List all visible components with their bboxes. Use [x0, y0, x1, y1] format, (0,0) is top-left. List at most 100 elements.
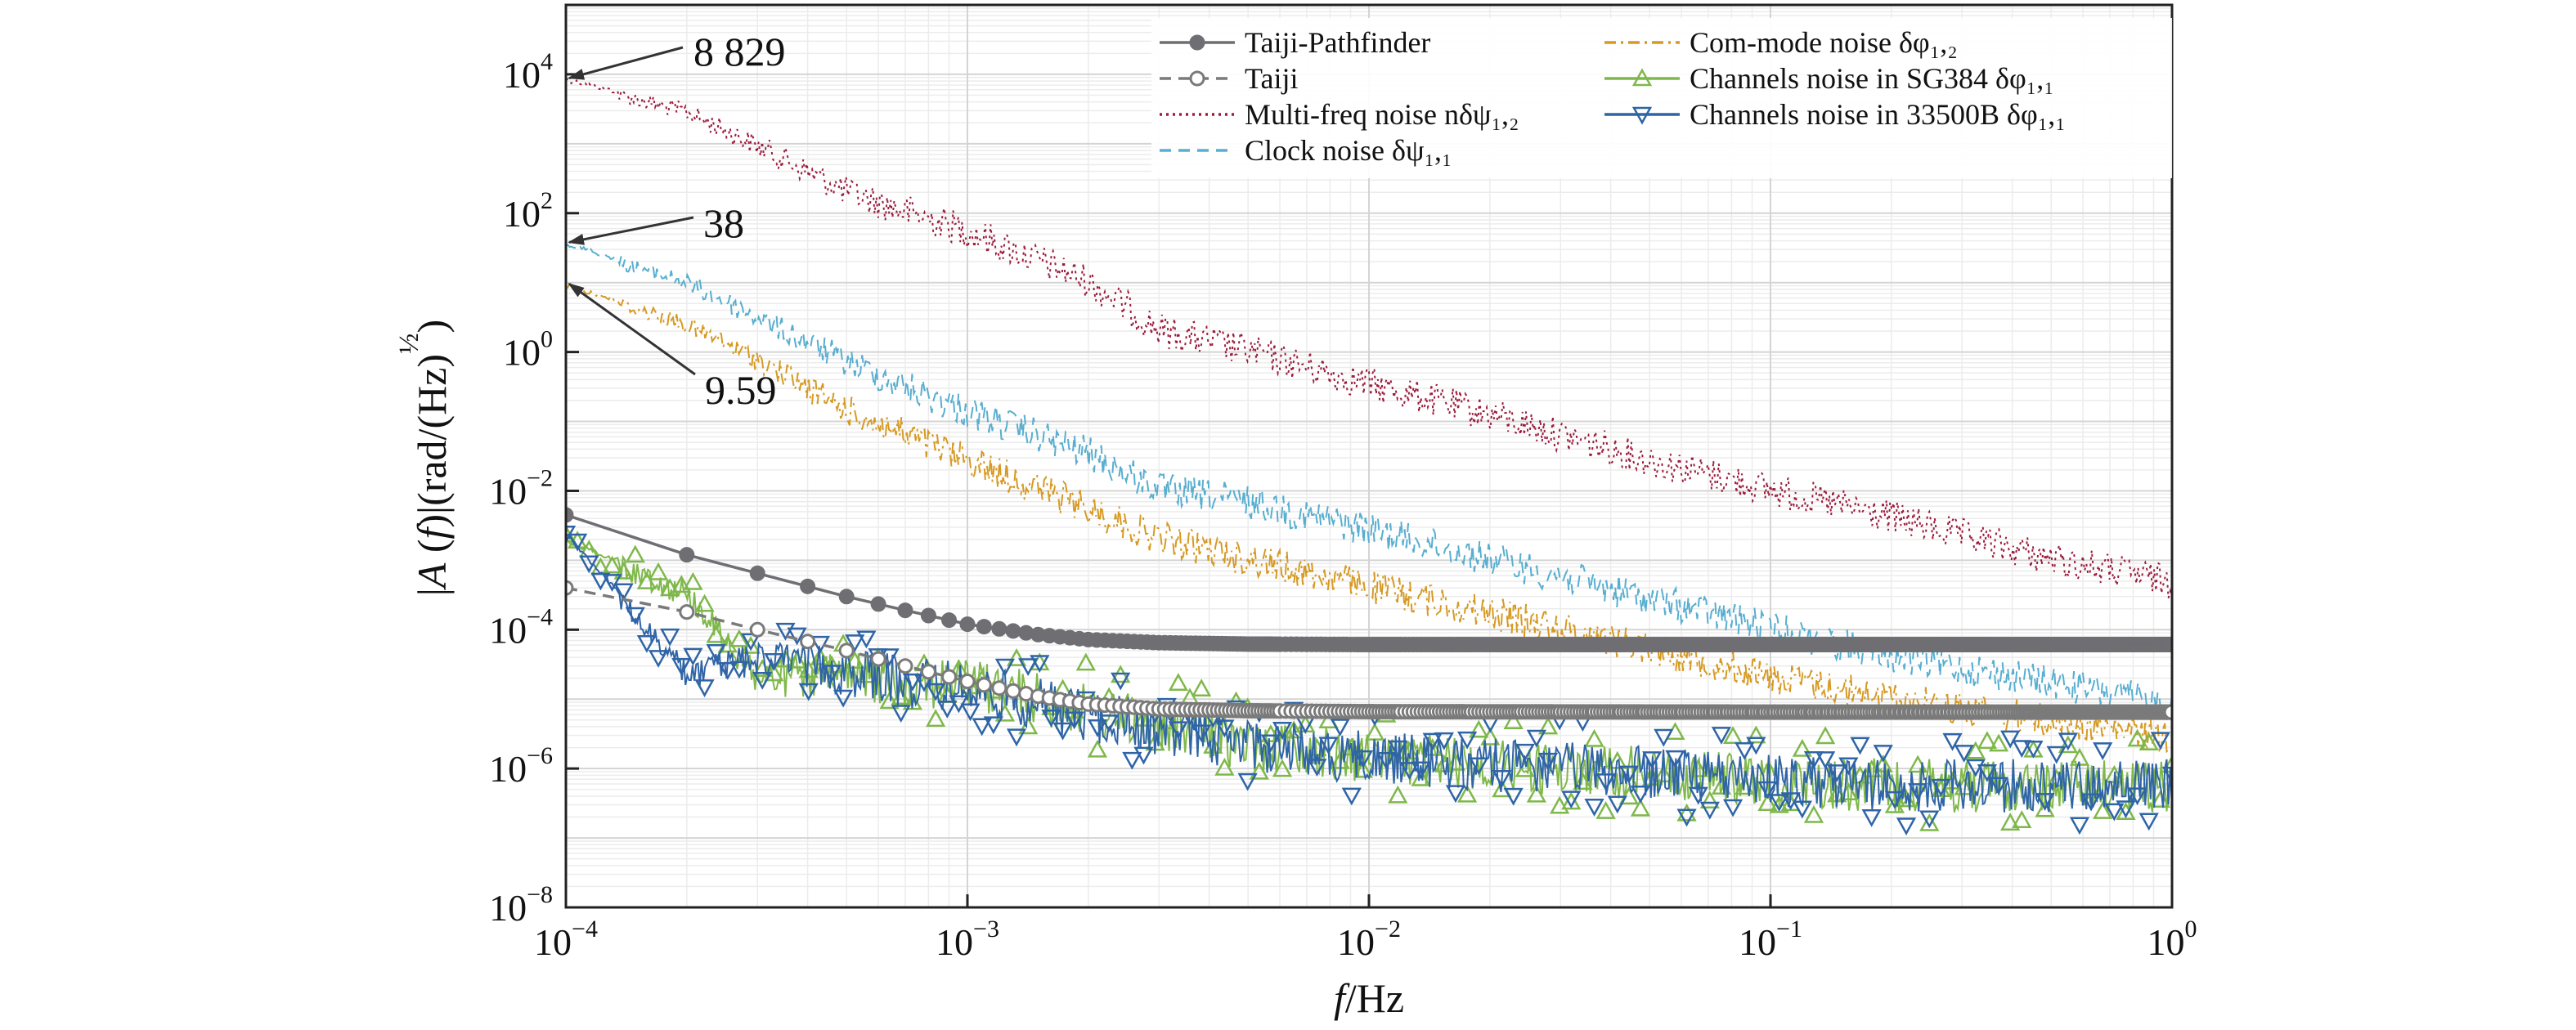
legend-entry: Clock noise δψ₁,₁	[1160, 134, 1452, 167]
data-point-marker	[1214, 719, 1235, 738]
data-point-marker	[902, 673, 923, 692]
data-point-marker	[1631, 68, 1653, 87]
y-axis-title: |A (f)|(rad/(Hz)½)	[394, 320, 455, 596]
data-point-marker	[2012, 740, 2032, 759]
data-point-marker	[972, 718, 992, 737]
annotation-label: 38	[703, 200, 744, 246]
data-point-marker	[1722, 726, 1744, 745]
y-tick-label: 100	[503, 326, 553, 374]
data-point-marker	[1977, 764, 1998, 782]
data-point-marker	[994, 658, 1016, 677]
data-point-marker	[1803, 751, 1824, 769]
data-point-marker	[1965, 741, 1986, 759]
data-point-marker	[1272, 721, 1293, 740]
data-point-marker	[1018, 658, 1039, 677]
data-point-marker	[991, 620, 1008, 637]
data-point-marker	[1735, 741, 1755, 760]
data-point-marker	[1422, 732, 1443, 751]
data-point-marker	[2000, 730, 2021, 749]
data-point-marker	[1526, 729, 1547, 748]
data-point-marker	[1018, 716, 1039, 735]
y-tick-base: 10	[503, 193, 541, 235]
data-point-marker	[566, 507, 574, 523]
data-point-marker	[1630, 786, 1651, 804]
legend-label: Channels noise in SG384 δφ₁,₁	[1690, 62, 2054, 95]
data-point-marker	[2023, 740, 2044, 759]
data-point-marker	[2093, 742, 2113, 760]
data-point-marker	[613, 583, 634, 602]
data-point-marker	[1988, 777, 2009, 795]
x-tick-base: 10	[1739, 921, 1776, 963]
y-tick-base: 10	[489, 887, 527, 929]
data-point-marker	[1537, 716, 1559, 735]
data-point-marker	[1191, 678, 1212, 697]
y-tick-base: 10	[489, 470, 527, 512]
x-tick-label: 10−4	[534, 916, 598, 963]
data-point-marker	[1341, 787, 1362, 806]
data-point-marker	[1607, 750, 1627, 769]
data-point-marker	[941, 669, 958, 685]
data-point-marker	[1861, 808, 1882, 827]
data-point-marker	[1168, 673, 1188, 692]
series-clock-noise	[566, 243, 2172, 720]
data-point-marker	[1469, 719, 1489, 738]
data-point-marker	[636, 634, 657, 653]
data-point-marker	[1249, 761, 1269, 780]
data-point-marker	[749, 621, 765, 638]
series-taiji-pathfinder	[566, 507, 2172, 653]
data-point-marker	[1873, 745, 1893, 763]
data-point-marker	[1803, 804, 1824, 823]
data-point-marker	[1133, 746, 1154, 765]
data-point-marker	[2127, 787, 2147, 806]
data-point-marker	[845, 651, 865, 670]
data-point-marker	[1087, 739, 1108, 758]
data-point-marker	[2150, 790, 2170, 808]
data-point-marker	[1492, 770, 1512, 788]
data-point-marker	[1630, 798, 1651, 817]
y-tick-label: 104	[503, 48, 553, 96]
data-point-marker	[1931, 778, 1951, 797]
y-tick-base: 10	[489, 748, 527, 790]
data-point-marker	[838, 589, 855, 605]
data-point-marker	[683, 571, 703, 590]
data-point-marker	[1919, 813, 1940, 831]
data-point-marker	[625, 607, 645, 625]
x-tick-base: 10	[2147, 921, 2185, 963]
series-line	[566, 283, 2172, 755]
data-point-marker	[1399, 762, 1420, 780]
series-layer	[566, 78, 2172, 836]
data-point-marker	[660, 628, 680, 647]
series-channels-noise-in-33500b	[566, 526, 2172, 836]
data-point-marker	[579, 555, 599, 574]
data-point-marker	[2000, 813, 2021, 831]
y-tick-label: 102	[503, 187, 553, 235]
legend-label: Clock noise δψ₁,₁	[1245, 134, 1452, 167]
x-tick-label: 10−1	[1739, 916, 1802, 963]
x-tick-exponent: −4	[572, 916, 598, 943]
data-point-marker	[752, 671, 773, 690]
y-tick-base: 10	[489, 609, 527, 651]
legend-label: Taiji-Pathfinder	[1245, 26, 1430, 59]
x-tick-base: 10	[936, 921, 973, 963]
annotation-label: 8 829	[693, 29, 786, 74]
y-tick-exponent: −2	[527, 464, 553, 491]
y-tick-label: 10−4	[489, 603, 553, 651]
data-point-marker	[870, 651, 886, 667]
data-point-marker	[2161, 755, 2172, 773]
x-tick-base: 10	[1337, 921, 1375, 963]
data-point-marker	[1537, 752, 1559, 771]
legend-label: Multi-freq noise nδψ₁,₂	[1245, 98, 1519, 131]
data-point-marker	[1699, 790, 1720, 808]
x-tick-exponent: −3	[973, 916, 999, 943]
data-point-marker	[1654, 728, 1674, 747]
data-point-marker	[2035, 793, 2055, 811]
data-point-marker	[798, 660, 819, 678]
data-point-marker	[566, 580, 574, 596]
data-point-marker	[2069, 817, 2090, 835]
data-point-marker	[679, 604, 695, 620]
data-point-marker	[636, 571, 657, 589]
data-point-marker	[2046, 746, 2067, 764]
data-point-marker	[1792, 800, 1812, 819]
data-point-marker	[749, 565, 765, 581]
data-point-marker	[1260, 724, 1281, 742]
